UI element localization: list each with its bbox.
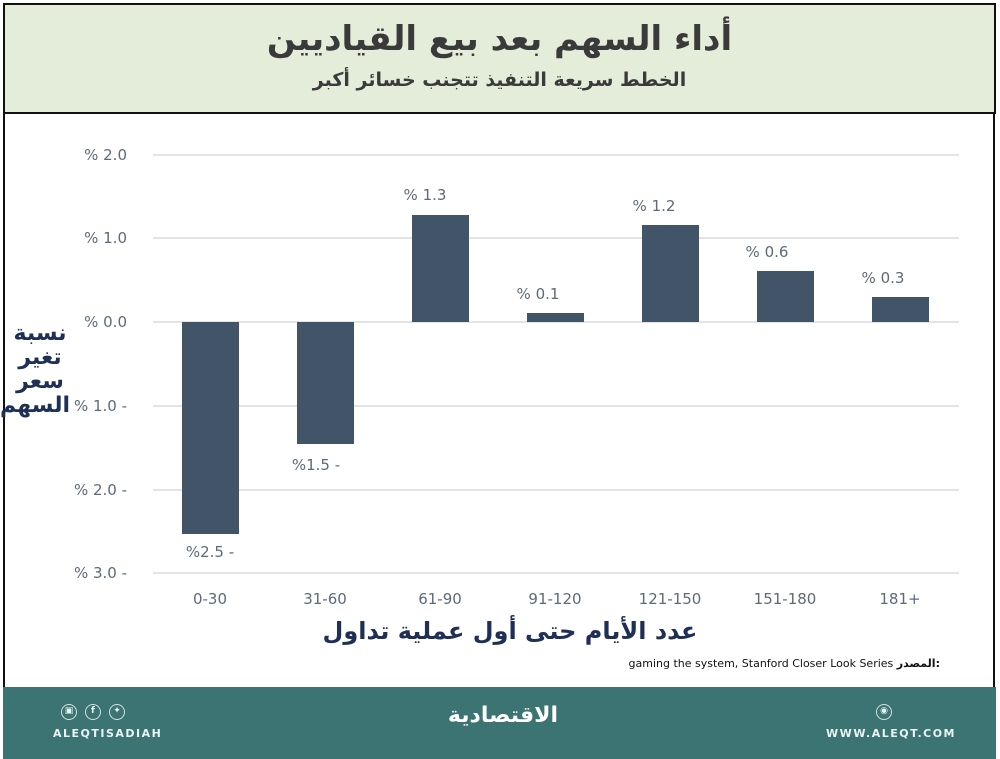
bar-61-90 xyxy=(412,215,469,322)
brand-logo: الاقتصادية xyxy=(447,703,559,728)
value-label: %2.5 - xyxy=(185,543,235,561)
value-label: % 0.3 xyxy=(861,269,905,287)
bar-31-60 xyxy=(297,322,354,444)
gridline xyxy=(153,405,959,407)
chart-title: أداء السهم بعد بيع القياديين xyxy=(266,19,733,59)
x-tick-label: 0-30 xyxy=(192,590,228,608)
y-tick-label: % 1.0 - xyxy=(73,397,127,415)
value-label: % 1.3 xyxy=(403,186,447,204)
footer-bar: ▣ f ✦ ALEQTISADIAH الاقتصادية ◉ WWW.ALEQ… xyxy=(3,687,996,759)
y-tick-label: % 0.0 xyxy=(84,313,127,331)
globe-icon: ◉ xyxy=(876,704,892,720)
facebook-icon[interactable]: f xyxy=(85,704,101,720)
chart-subtitle: الخطط سريعة التنفيذ تتجنب خسائر أكبر xyxy=(312,69,687,91)
value-label: % 1.2 xyxy=(632,197,676,215)
source-text: gaming the system, Stanford Closer Look … xyxy=(628,657,894,670)
y-axis-title-line: تغير xyxy=(18,345,62,370)
value-label: % 0.1 xyxy=(516,285,560,303)
x-tick-label: 121-150 xyxy=(638,590,702,608)
y-tick-label: % 3.0 - xyxy=(73,564,127,582)
y-axis-title-line: نسبة xyxy=(13,321,67,346)
x-tick-label: 91-120 xyxy=(528,590,582,608)
bar-91-120 xyxy=(527,313,584,322)
source-label: المصدر: xyxy=(896,657,940,670)
bar-181-plus xyxy=(872,297,929,322)
y-tick-label: % 2.0 - xyxy=(73,481,127,499)
gridline xyxy=(153,154,959,156)
x-tick-label: 61-90 xyxy=(418,590,462,608)
plot-area: % 2.0 % 1.0 % 0.0 % 1.0 - % 2.0 - % 3.0 … xyxy=(0,146,959,670)
gridline xyxy=(153,572,959,574)
x-tick-label: 151-180 xyxy=(753,590,817,608)
twitter-icon[interactable]: ✦ xyxy=(109,704,125,720)
bar-0-30 xyxy=(182,322,239,534)
value-label: %1.5 - xyxy=(291,456,341,474)
bar-121-150 xyxy=(642,225,699,322)
y-axis-title: نسبة تغير سعر السهم xyxy=(0,321,70,418)
source-note: gaming the system, Stanford Closer Look … xyxy=(629,657,940,670)
bar-151-180 xyxy=(757,271,814,322)
social-handle[interactable]: ALEQTISADIAH xyxy=(53,727,163,740)
value-label: % 0.6 xyxy=(745,243,789,261)
y-axis-title-line: سعر xyxy=(16,369,64,394)
y-tick-label: % 1.0 xyxy=(84,229,127,247)
gridline xyxy=(153,237,959,239)
header-panel: أداء السهم بعد بيع القياديين الخطط سريعة… xyxy=(3,3,996,114)
y-axis-title-line: السهم xyxy=(0,393,70,418)
infographic-frame xyxy=(3,3,995,755)
y-tick-label: % 2.0 xyxy=(84,146,127,164)
social-icons: ▣ f ✦ xyxy=(61,704,125,720)
x-tick-label: 181+ xyxy=(879,590,921,608)
gridline xyxy=(153,489,959,491)
gridline-zero xyxy=(153,321,959,323)
x-axis-title: عدد الأيام حتى أول عملية تداول xyxy=(322,617,698,645)
website-link[interactable]: WWW.ALEQT.COM xyxy=(826,727,956,740)
instagram-icon[interactable]: ▣ xyxy=(61,704,77,720)
x-tick-label: 31-60 xyxy=(303,590,347,608)
